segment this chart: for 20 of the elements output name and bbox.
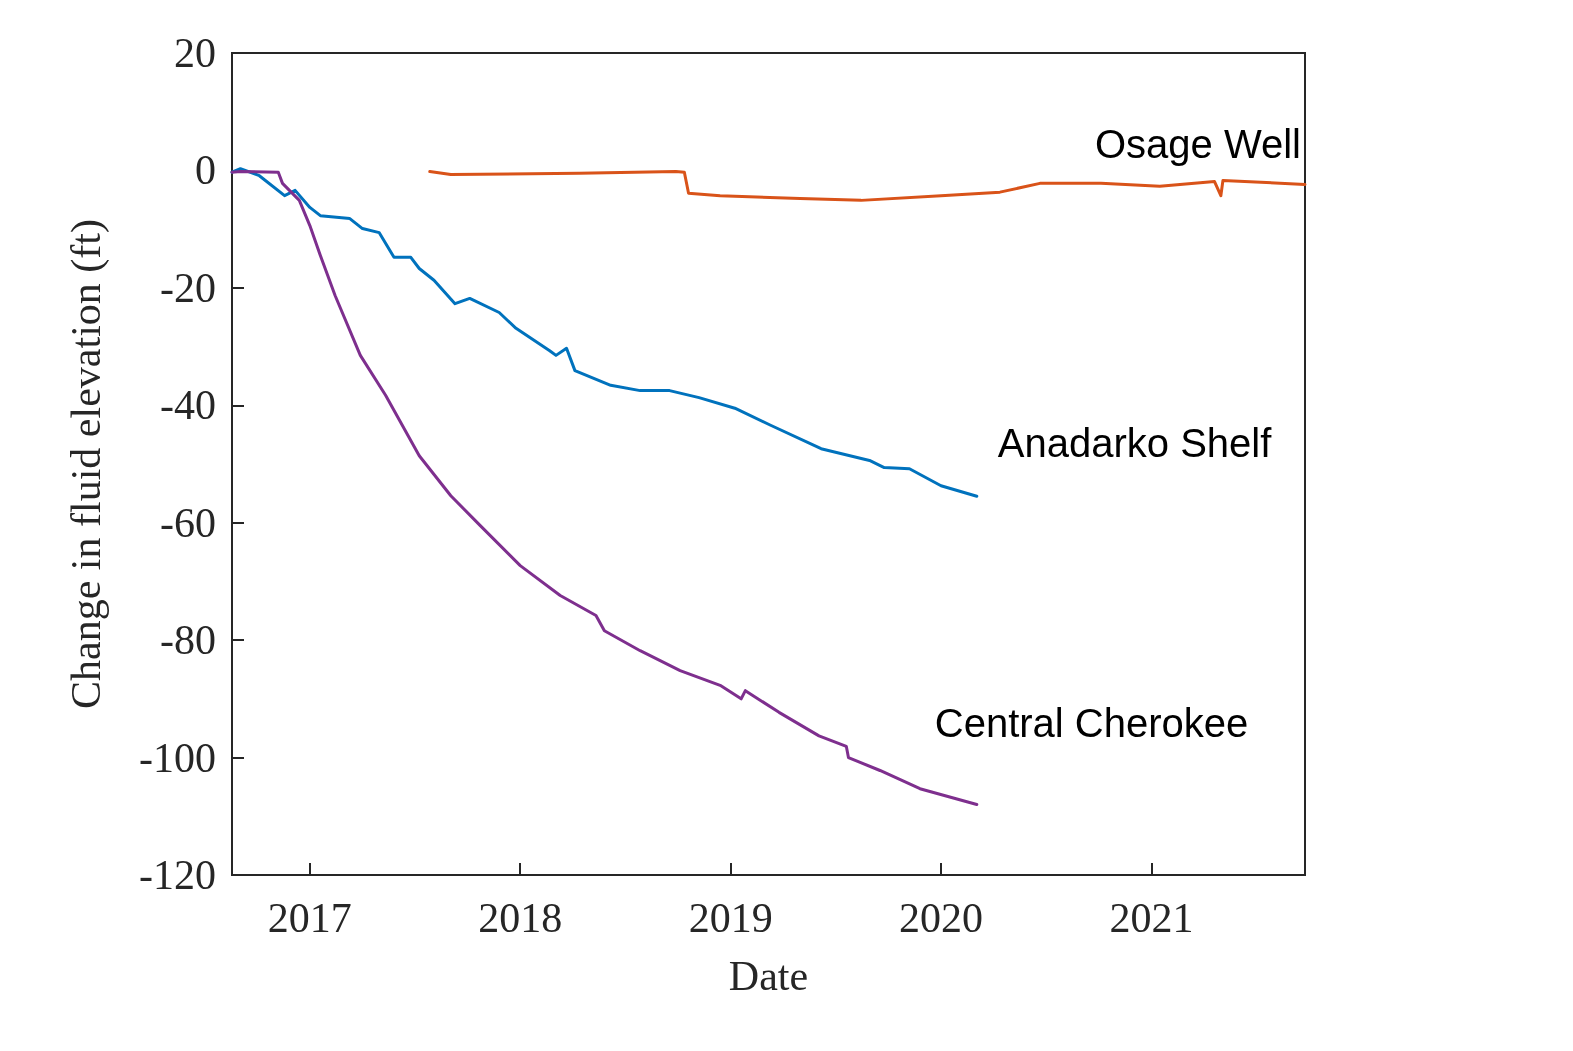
y-tick-label: -80 — [160, 617, 216, 664]
series-label: Osage Well — [1094, 121, 1301, 166]
y-axis-title: Change in fluid elevation (ft) — [63, 219, 110, 709]
x-tick-label: 2017 — [267, 895, 352, 941]
y-tick-label: -60 — [160, 499, 216, 546]
series-label: Anadarko Shelf — [997, 421, 1273, 466]
x-tick-label: 2019 — [688, 895, 773, 941]
y-tick-label: -20 — [160, 264, 216, 311]
x-tick-label: 2021 — [1109, 895, 1194, 941]
y-tick-label: 20 — [174, 30, 216, 76]
x-tick-label: 2018 — [478, 895, 563, 941]
y-tick-label: -100 — [139, 734, 216, 781]
x-tick-label: 2020 — [899, 895, 984, 941]
line-series — [230, 167, 979, 498]
series-label: Central Cherokee — [934, 700, 1249, 745]
y-tick-label: 0 — [195, 147, 216, 194]
y-tick-label: -40 — [160, 382, 216, 429]
y-tick-label: -120 — [139, 852, 216, 898]
x-axis-title: Date — [728, 953, 809, 999]
line-series — [428, 170, 1307, 202]
